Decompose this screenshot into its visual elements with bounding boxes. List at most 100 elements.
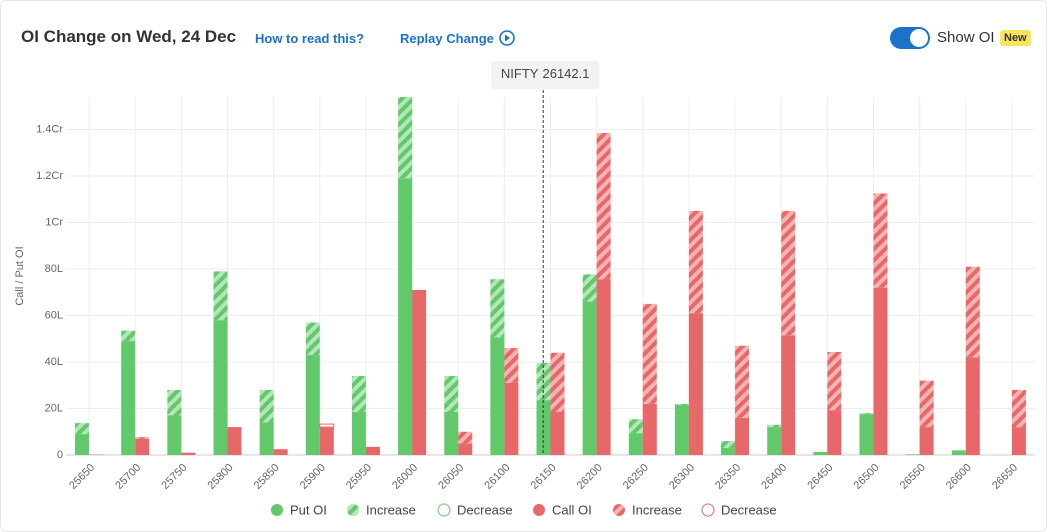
x-tick-label: 25650 — [67, 462, 97, 492]
bar-segment — [365, 446, 380, 455]
bar-segment — [444, 411, 459, 455]
bar-segment — [213, 320, 228, 455]
bar-segment — [167, 389, 182, 416]
legend-label: Put OI — [290, 502, 327, 517]
y-axis-label: Call / Put OI — [14, 246, 26, 305]
bar-segment — [951, 450, 966, 455]
x-tick-label: 26650 — [990, 462, 1020, 492]
bar-segment — [458, 431, 473, 444]
x-tick-label: 26200 — [575, 462, 605, 492]
bar-segment — [688, 313, 703, 455]
y-tick-label: 40L — [45, 356, 63, 368]
new-badge: New — [1000, 30, 1031, 46]
bar-segment — [781, 210, 796, 336]
bar-segment — [305, 322, 320, 356]
bar-segment — [628, 433, 643, 455]
x-tick-label: 25900 — [298, 462, 328, 492]
toggle-label: Show OI — [937, 29, 995, 46]
spot-box — [491, 61, 600, 89]
x-tick-label: 25800 — [206, 462, 236, 492]
bar-segment — [767, 424, 782, 428]
x-tick-label: 26300 — [667, 462, 697, 492]
bar-segment — [781, 335, 796, 455]
x-tick-label: 26000 — [390, 462, 420, 492]
bar-segment — [135, 437, 150, 439]
bar-segment — [259, 389, 274, 423]
replay-button[interactable]: Replay Change — [400, 31, 494, 46]
bar-segment — [213, 271, 228, 321]
bar-segment — [582, 301, 597, 455]
bar-segment — [674, 403, 689, 406]
bar-segment — [305, 355, 320, 455]
bar-segment — [582, 274, 597, 302]
spot-label: NIFTY 26142.1 — [501, 66, 590, 81]
legend-swatch — [613, 504, 625, 516]
bar-segment — [412, 289, 427, 455]
x-tick-label: 25700 — [113, 462, 143, 492]
x-tick-label: 26250 — [621, 462, 651, 492]
legend-label: Decrease — [721, 502, 777, 517]
x-tick-label: 26400 — [759, 462, 789, 492]
y-tick-label: 1.4Cr — [36, 123, 63, 135]
spot-value: 26142.1 — [542, 66, 589, 81]
title: OI Change on Wed, 24 Dec — [21, 27, 237, 46]
legend-label: Increase — [632, 502, 682, 517]
y-tick-label: 80L — [45, 263, 63, 275]
spot-name: NIFTY — [501, 66, 539, 81]
bar-segment — [181, 452, 196, 455]
bar-segment — [504, 382, 519, 455]
x-tick-label: 26450 — [805, 462, 835, 492]
bar-segment — [688, 210, 703, 314]
legend-swatch — [271, 504, 283, 516]
legend-label: Decrease — [457, 502, 513, 517]
bar-segment — [965, 357, 980, 455]
show-oi-toggle[interactable] — [890, 27, 930, 49]
bar-segment — [642, 403, 657, 455]
bar-segment — [490, 337, 505, 455]
bar-segment — [121, 341, 136, 455]
x-tick-label: 26550 — [898, 462, 928, 492]
y-tick-label: 60L — [45, 309, 63, 321]
legend-swatch — [347, 504, 359, 516]
bar-segment — [859, 414, 874, 455]
x-tick-label: 25750 — [159, 462, 189, 492]
x-tick-label: 25950 — [344, 462, 374, 492]
bar-segment — [458, 443, 473, 455]
bar-segment — [135, 438, 150, 455]
bar-segment — [398, 178, 413, 455]
legend-swatch — [533, 504, 545, 516]
bar-segment — [444, 375, 459, 412]
y-tick-label: 1.2Cr — [36, 170, 63, 182]
bar-segment — [227, 427, 242, 455]
bar-segment — [550, 352, 565, 412]
bar-segment — [735, 417, 750, 455]
bar-segment — [75, 423, 90, 435]
bar-segment — [721, 448, 736, 455]
help-link[interactable]: How to read this? — [255, 31, 365, 46]
bar-segment — [813, 451, 828, 455]
bar-segment — [351, 375, 366, 412]
bar-segment — [596, 133, 611, 280]
x-tick-label: 26050 — [436, 462, 466, 492]
x-tick-label: 26600 — [944, 462, 974, 492]
bar-segment — [490, 279, 505, 338]
x-tick-label: 26150 — [529, 462, 559, 492]
bar-segment — [504, 348, 519, 383]
bar-segment — [351, 411, 366, 455]
x-tick-label: 26350 — [713, 462, 743, 492]
legend-swatch — [437, 503, 451, 517]
bar-segment — [735, 345, 750, 418]
bar-segment — [319, 427, 334, 455]
bar-segment — [873, 193, 888, 288]
x-tick-label: 26100 — [482, 462, 512, 492]
bar-segment — [859, 413, 874, 415]
legend-label: Increase — [366, 502, 416, 517]
bar-segment — [167, 415, 182, 455]
y-tick-label: 20L — [45, 402, 63, 414]
y-tick-label: 1Cr — [45, 216, 63, 228]
play-icon[interactable] — [497, 28, 517, 48]
bar-segment — [319, 423, 335, 428]
x-tick-label: 26500 — [852, 462, 882, 492]
bar-segment — [75, 434, 90, 455]
